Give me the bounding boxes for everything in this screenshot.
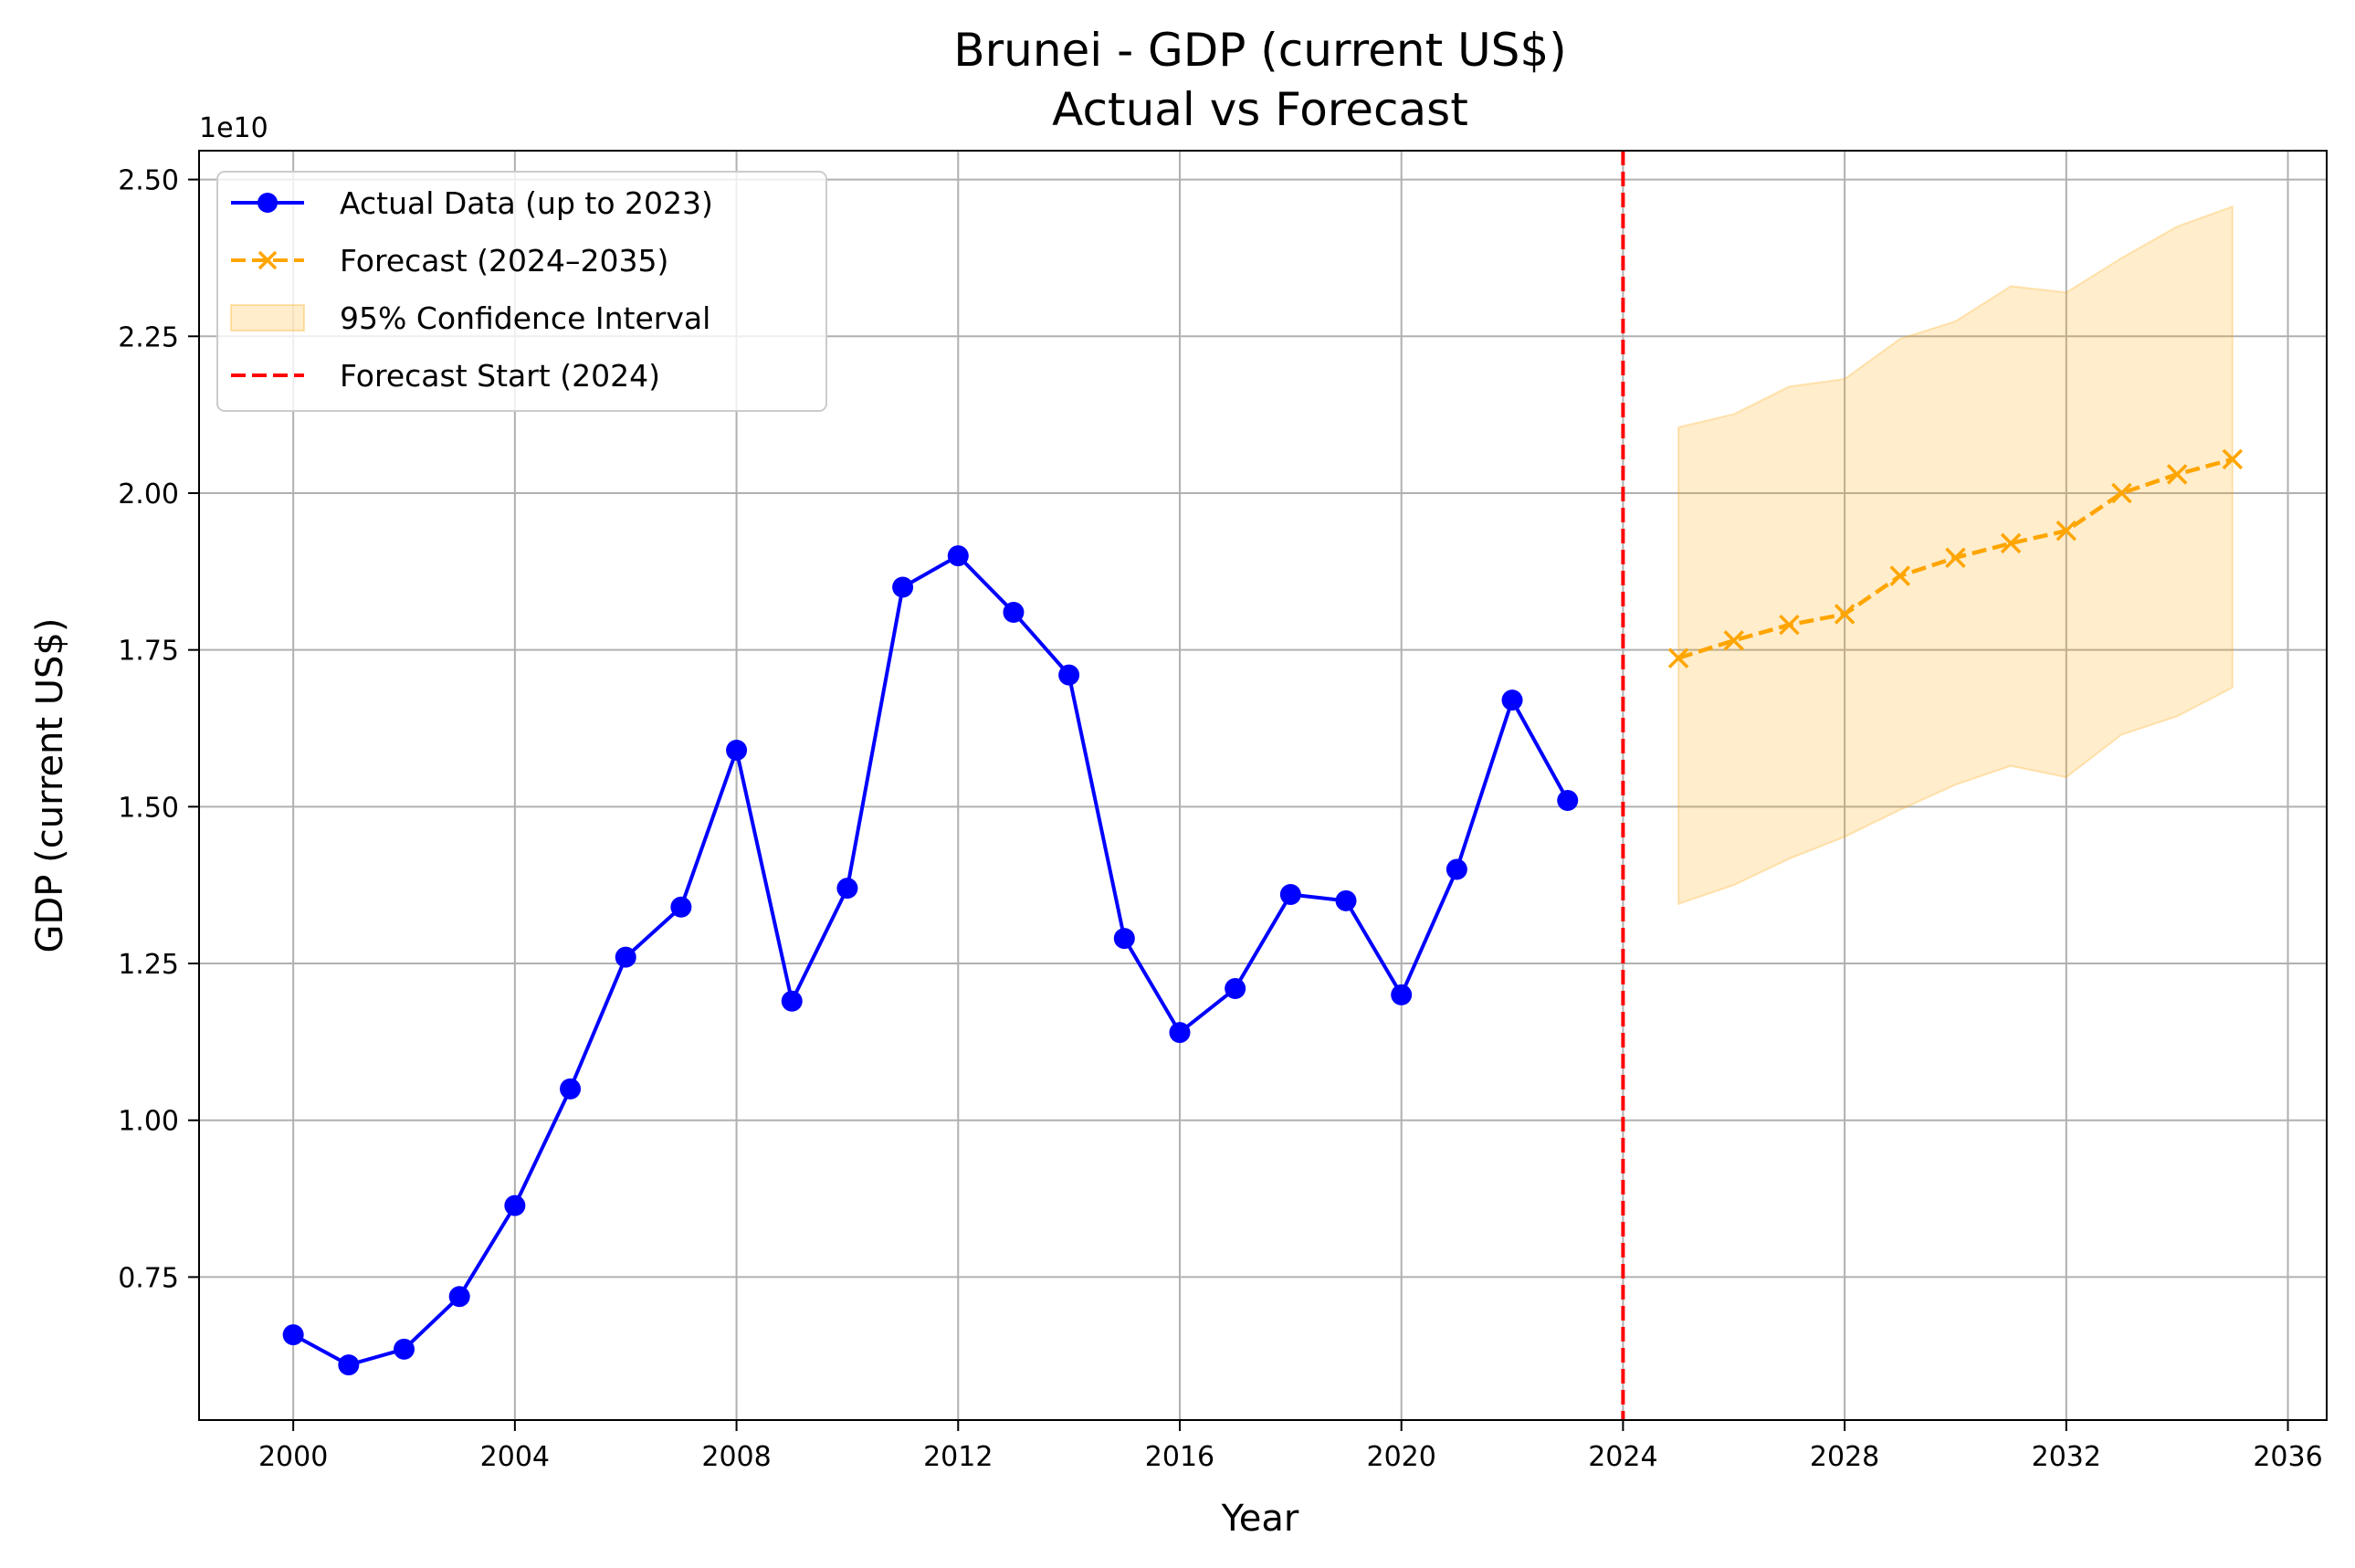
actual-point — [394, 1338, 415, 1360]
x-tick-label: 2028 — [1810, 1441, 1879, 1473]
forecast-point — [1945, 547, 1966, 568]
actual-point — [615, 946, 636, 968]
legend-vline-text: Forecast Start (2024) — [340, 358, 660, 394]
forecast-point — [1889, 565, 1911, 586]
forecast-point — [1723, 630, 1744, 651]
actual-point — [670, 896, 692, 918]
x-tick-label: 2036 — [2253, 1441, 2322, 1473]
actual-point — [1113, 928, 1135, 950]
chart-subtitle: Actual vs Forecast — [1052, 83, 1468, 136]
actual-point — [1391, 984, 1413, 1005]
x-tick-label: 2000 — [258, 1441, 328, 1473]
actual-point — [1446, 858, 1467, 880]
forecast-point — [2000, 532, 2022, 554]
actual-point — [1058, 664, 1080, 686]
y-tick-label: 1.50 — [118, 792, 179, 824]
forecast-point — [1667, 647, 1689, 668]
y-tick-label: 1.75 — [118, 636, 179, 668]
forecast-point — [2055, 520, 2077, 542]
x-tick-label: 2032 — [2032, 1441, 2101, 1473]
y-tick-label: 2.25 — [118, 321, 179, 353]
legend-box — [216, 171, 827, 412]
actual-point — [947, 545, 969, 567]
forecast-point — [2111, 482, 2132, 504]
y-tick-label: 1.25 — [118, 949, 179, 981]
y-tick-label: 1.00 — [118, 1106, 179, 1138]
confidence-band — [1677, 205, 2234, 906]
actual-point — [504, 1194, 526, 1216]
legend: Actual Data (up to 2023) Forecast (2024–… — [216, 171, 827, 412]
actual-point — [1169, 1022, 1191, 1044]
y-offset-label: 1e10 — [199, 112, 268, 144]
chart-title: Brunei - GDP (current US$) — [953, 24, 1566, 77]
y-tick-label: 0.75 — [118, 1262, 179, 1294]
legend-actual-text: Actual Data (up to 2023) — [340, 185, 713, 221]
forecast-point — [1779, 614, 1800, 636]
actual-point — [1003, 601, 1025, 623]
forecast-point — [2166, 464, 2188, 485]
x-tick-label: 2016 — [1145, 1441, 1214, 1473]
actual-point — [282, 1324, 304, 1346]
actual-series-line — [292, 553, 1570, 1367]
x-tick-label: 2024 — [1588, 1441, 1657, 1473]
legend-forecast-text: Forecast (2024–2035) — [340, 243, 668, 279]
series-layer — [282, 448, 2244, 1376]
actual-point — [1501, 689, 1523, 711]
x-tick-label: 2012 — [923, 1441, 993, 1473]
actual-point — [1335, 889, 1357, 911]
actual-point — [448, 1286, 470, 1308]
legend-forecast-marker — [258, 250, 278, 270]
actual-point — [892, 576, 914, 598]
actual-point — [1557, 789, 1579, 811]
legend-actual-marker — [258, 193, 278, 213]
actual-point — [1225, 978, 1246, 1000]
x-tick-label: 2020 — [1367, 1441, 1436, 1473]
y-tick-label: 2.00 — [118, 479, 179, 510]
x-axis-label: Year — [1221, 1498, 1299, 1540]
y-tick-label: 2.50 — [118, 165, 179, 197]
plot-frame — [198, 150, 2328, 1421]
actual-point — [560, 1078, 582, 1100]
actual-point — [1279, 883, 1301, 905]
forecast-point — [1834, 604, 1856, 625]
legend-ci-text: 95% Confidence Interval — [340, 300, 710, 336]
x-tick-label: 2008 — [701, 1441, 771, 1473]
tick-layer: 2000 2004 2008 2012 2016 2020 2024 2028 2032 2036… — [118, 165, 2323, 1473]
legend-ci-swatch — [230, 304, 305, 331]
actual-point — [836, 878, 858, 900]
actual-point — [726, 740, 748, 762]
y-axis-label: GDP (current US$) — [29, 618, 71, 953]
x-tick-label: 2004 — [480, 1441, 550, 1473]
actual-point — [781, 990, 803, 1012]
forecast-point — [2222, 448, 2244, 470]
actual-point — [338, 1354, 360, 1376]
confidence-band-layer — [1677, 205, 2234, 906]
